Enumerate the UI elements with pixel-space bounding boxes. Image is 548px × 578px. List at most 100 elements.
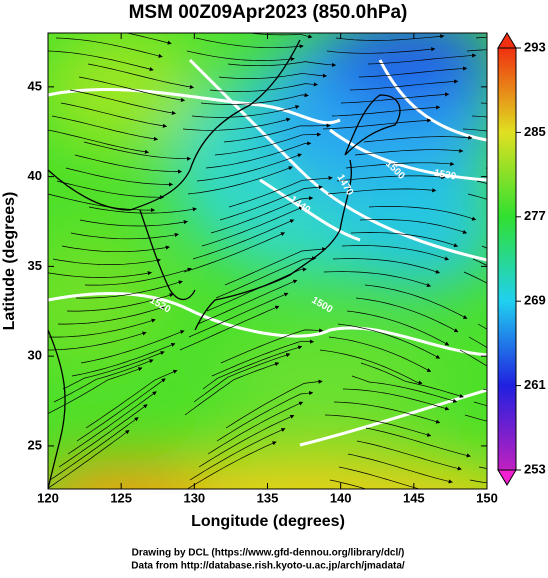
coastline [48,39,401,489]
streamline [85,369,178,429]
streamline [205,141,312,169]
colorbar-tick-label: 269 [524,293,546,308]
colorbar-tick-label: 293 [524,39,546,54]
streamline [337,323,441,359]
streamline [485,167,487,169]
colorbar-tick-label: 277 [524,208,546,223]
x-tick-label: 135 [257,490,279,505]
streamline [80,330,185,364]
streamline [183,232,286,273]
streamline [75,280,183,299]
streamline [79,219,188,227]
streamline [365,427,471,458]
streamline [215,256,317,299]
streamline [211,339,315,377]
streamline [324,414,432,437]
streamline [48,50,154,72]
streamline [186,441,277,489]
streamline [65,167,174,187]
streamline [49,417,139,481]
streamline [356,440,462,471]
streamline [220,328,324,364]
streamline [48,367,143,414]
y-tick-label: 25 [28,437,42,452]
streamline [364,284,468,319]
x-tick-label: 140 [330,490,352,505]
y-tick-label: 30 [28,348,42,363]
chart-title: MSM 00Z09Apr2023 (850.0hPa) [129,2,408,23]
streamline [358,66,468,78]
streamline [354,148,464,156]
footer-line: Data from http://database.rish.kyoto-u.a… [131,561,405,572]
streamline [62,351,165,390]
streamline [351,375,458,403]
streamline [74,154,183,174]
streamline [335,34,445,41]
streamline [459,349,487,367]
streamline [327,188,437,195]
streamline [88,206,197,214]
streamline [341,245,450,261]
streamline [333,401,441,424]
streamline [355,297,459,333]
streamline [223,123,331,143]
streamline [48,193,156,213]
streamline [467,193,487,200]
streamline [71,343,176,377]
streamline [84,267,192,286]
streamline [60,102,168,128]
streamline [69,89,177,115]
streamline [191,105,300,118]
streamline [67,391,157,455]
colorbar-min-arrow [497,469,517,486]
x-tick-label: 150 [476,490,498,505]
streamline [464,414,487,422]
streamline [227,61,337,68]
streamline [53,359,154,403]
streamline [207,401,304,455]
y-tick-label: 45 [28,78,42,93]
streamline [485,23,548,30]
streamline [209,82,318,92]
streamline [66,293,174,312]
streamline [196,153,302,182]
colorbar-tick-label: 253 [524,461,546,476]
streamline [182,117,291,131]
streamline [188,292,289,338]
streamline [125,33,172,45]
streamline [225,379,323,429]
streamline [195,37,304,49]
streamline [70,232,179,240]
streamline [350,232,459,248]
streamline [340,92,450,104]
x-tick-label: 125 [110,490,132,505]
streamline [52,258,161,265]
streamline [57,305,165,325]
streamline [328,336,432,372]
streamline [48,318,156,338]
streamline [345,161,455,169]
streamline [219,185,323,221]
streamline [466,49,487,52]
streamline [214,132,322,156]
colorbar-max-arrow [497,32,517,49]
streamline [56,180,165,200]
streamline [197,279,298,325]
streamline [48,129,150,154]
streamline [179,305,280,351]
streamline [216,390,314,442]
streamline [189,428,286,481]
streamline [200,93,309,105]
colorbar-tick-label: 261 [524,377,546,392]
streamline [193,353,291,403]
streamline [346,310,450,346]
streamline [87,63,195,89]
streamline [48,271,152,278]
streamline [184,362,280,416]
x-tick-label: 130 [183,490,205,505]
x-axis-label: Longitude (degrees) [191,513,345,530]
streamline [83,141,192,161]
streamline [486,311,487,312]
streamline [228,175,333,208]
